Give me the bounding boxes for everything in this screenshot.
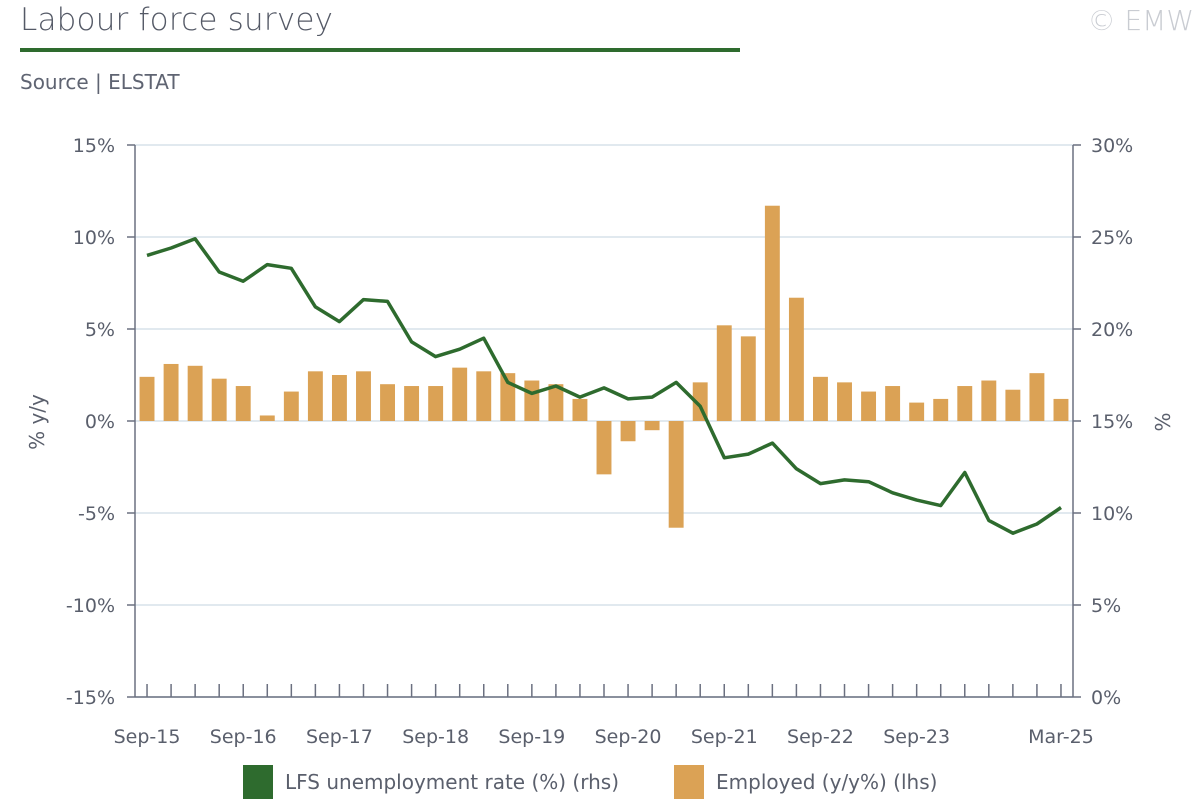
left-tick-label: -15% (66, 687, 115, 709)
bar (331, 375, 347, 421)
axes (127, 144, 1081, 698)
bar (596, 421, 612, 475)
left-tick-label: -5% (78, 503, 115, 525)
copyright-watermark: © EMW (1087, 4, 1194, 37)
legend-label-line: LFS unemployment rate (%) (rhs) (285, 770, 619, 794)
bar (356, 371, 371, 421)
bar (1029, 373, 1045, 421)
bar (476, 371, 492, 421)
legend-swatch-line (243, 765, 273, 799)
bar (307, 371, 323, 421)
x-tick-label: Mar-25 (1028, 726, 1094, 748)
left-tick-label: 15% (73, 135, 115, 157)
bar (139, 376, 155, 421)
right-tick-label: 25% (1091, 227, 1133, 249)
x-tick-label: Sep-18 (402, 726, 469, 748)
left-tick-label: 5% (85, 319, 115, 341)
bar (283, 391, 299, 421)
bar (235, 386, 251, 421)
right-tick-label: 20% (1091, 319, 1133, 341)
bar (620, 421, 636, 442)
right-tick-label: 10% (1091, 503, 1133, 525)
bar (428, 386, 444, 421)
left-tick-label: -10% (66, 595, 115, 617)
source-label: Source | ELSTAT (20, 70, 180, 94)
bar (716, 325, 732, 421)
bar (933, 398, 949, 421)
line-series (146, 237, 1062, 535)
bar (885, 386, 901, 421)
unemployment-line (146, 237, 1062, 535)
bar (211, 378, 227, 421)
legend-swatch-bar (674, 765, 704, 799)
bar (668, 421, 684, 528)
bar (1005, 389, 1021, 421)
right-axis-ticks: 30% 25% 20% 15% 10% 5% 0% (1091, 135, 1133, 709)
right-axis-title: % (1151, 412, 1175, 431)
x-tick-label: Sep-20 (595, 726, 662, 748)
title-underline (20, 48, 740, 52)
bar (404, 386, 420, 421)
x-tick-label: Sep-22 (787, 726, 854, 748)
right-tick-label: 0% (1091, 687, 1121, 709)
bar (837, 382, 852, 421)
bar (981, 380, 997, 421)
bar (957, 386, 973, 421)
bar (788, 297, 804, 421)
bar (813, 376, 828, 421)
legend: LFS unemployment rate (%) (rhs) Employed… (0, 765, 1200, 801)
x-tick-label: Sep-15 (114, 726, 181, 748)
x-tick-label: Sep-17 (306, 726, 373, 748)
x-tick-label: Sep-19 (498, 726, 565, 748)
x-tick-label: Sep-23 (883, 726, 950, 748)
bar (572, 398, 588, 421)
legend-item-bar: Employed (y/y%) (lhs) (674, 765, 937, 799)
bar (764, 205, 780, 421)
bar (1053, 398, 1069, 421)
bar (187, 365, 203, 421)
bar (452, 367, 468, 421)
legend-label-bar: Employed (y/y%) (lhs) (716, 770, 938, 794)
bar (644, 421, 660, 431)
left-tick-label: 10% (73, 227, 115, 249)
left-tick-label: 0% (85, 411, 115, 433)
left-axis-title: % y/y (25, 394, 49, 450)
bar (548, 384, 564, 421)
bar (163, 363, 179, 421)
right-tick-label: 15% (1091, 411, 1133, 433)
legend-item-line: LFS unemployment rate (%) (rhs) (243, 765, 619, 799)
x-tick-label: Sep-16 (210, 726, 277, 748)
bar (740, 336, 756, 421)
x-tick-label: Sep-21 (691, 726, 758, 748)
bar (524, 380, 540, 421)
x-axis-ticks: Sep-15 Sep-16 Sep-17 Sep-18 Sep-19 Sep-20 Sep-… (114, 726, 1094, 748)
chart-title: Labour force survey (20, 2, 334, 38)
left-axis-ticks: 15% 10% 5% 0% -5% -10% -15% (66, 135, 115, 709)
bar-series (139, 205, 1069, 528)
bar (861, 391, 877, 421)
bar (909, 402, 925, 421)
bar (380, 384, 395, 421)
right-tick-label: 30% (1091, 135, 1133, 157)
right-tick-label: 5% (1091, 595, 1121, 617)
bar (259, 415, 275, 421)
